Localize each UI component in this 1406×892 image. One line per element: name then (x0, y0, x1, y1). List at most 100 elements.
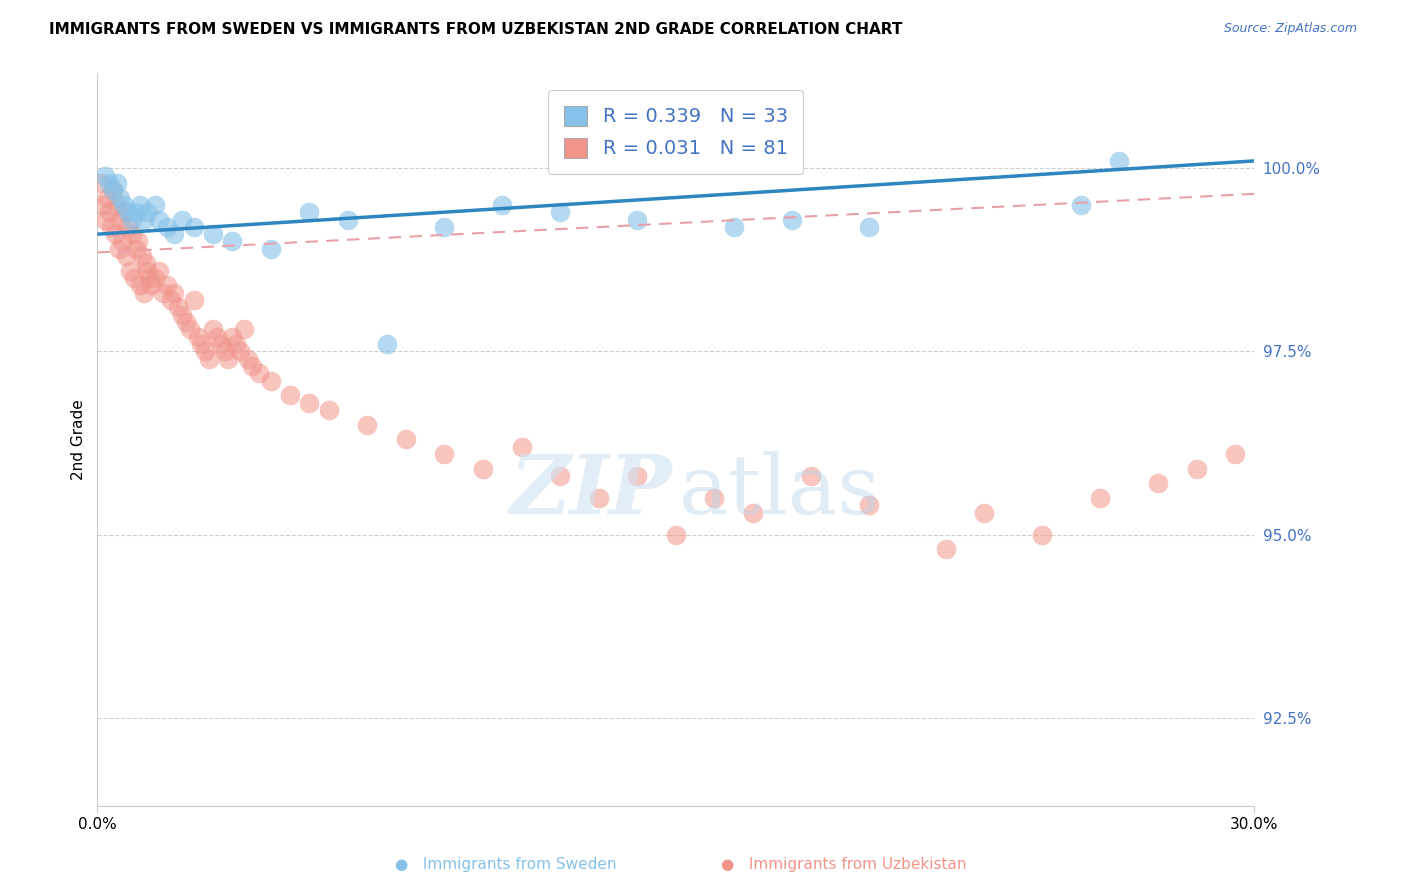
Point (128, 278, 150, 293)
Point (298, 205, 321, 219)
Point (1108, 153, 1130, 168)
Point (1320, 381, 1343, 395)
Y-axis label: 2nd Grade: 2nd Grade (72, 399, 86, 480)
Point (1185, 461, 1208, 475)
Point (800, 469, 823, 483)
Point (375, 337, 398, 351)
Point (973, 506, 995, 520)
Point (194, 344, 217, 359)
Point (90, 176, 112, 190)
Point (1147, 476, 1170, 491)
Point (112, 205, 135, 219)
Point (132, 212, 155, 227)
Point (221, 235, 243, 249)
Point (97, 205, 120, 219)
Point (156, 219, 179, 234)
Point (491, 198, 513, 212)
Text: IMMIGRANTS FROM SWEDEN VS IMMIGRANTS FROM UZBEKISTAN 2ND GRADE CORRELATION CHART: IMMIGRANTS FROM SWEDEN VS IMMIGRANTS FRO… (49, 22, 903, 37)
Text: ●   Immigrants from Sweden: ● Immigrants from Sweden (395, 857, 617, 872)
Point (225, 337, 247, 351)
Point (472, 461, 495, 475)
Point (112, 198, 135, 212)
Point (138, 271, 160, 285)
Point (433, 447, 456, 461)
Point (1088, 491, 1111, 505)
Point (221, 329, 243, 343)
Point (337, 212, 360, 227)
Point (742, 506, 765, 520)
Point (148, 264, 170, 278)
Point (183, 293, 205, 307)
Point (156, 278, 179, 293)
Point (127, 235, 149, 249)
Point (260, 242, 283, 256)
Point (229, 344, 252, 359)
Point (703, 491, 725, 505)
Point (935, 542, 957, 557)
Point (101, 183, 124, 197)
Point (143, 271, 166, 285)
Point (260, 374, 283, 388)
Point (104, 227, 127, 242)
Point (136, 264, 159, 278)
Point (115, 249, 138, 263)
Text: ZIP: ZIP (510, 450, 672, 531)
Point (94, 212, 117, 227)
Point (159, 293, 181, 307)
Point (172, 212, 194, 227)
Point (236, 351, 259, 366)
Point (218, 351, 240, 366)
Point (205, 329, 228, 343)
Point (1263, 425, 1285, 439)
Point (174, 315, 197, 329)
Point (626, 469, 648, 483)
Point (120, 264, 142, 278)
Point (100, 219, 122, 234)
Point (163, 285, 186, 300)
Point (136, 205, 159, 219)
Point (190, 337, 212, 351)
Point (247, 367, 270, 381)
Point (179, 322, 201, 336)
Point (780, 212, 803, 227)
Point (172, 308, 194, 322)
Point (121, 227, 143, 242)
Point (626, 212, 648, 227)
Point (665, 527, 688, 541)
Point (858, 219, 880, 234)
Point (232, 322, 254, 336)
Point (187, 329, 209, 343)
Point (96, 190, 118, 204)
Point (202, 322, 225, 336)
Point (148, 212, 170, 227)
Point (1031, 527, 1053, 541)
Point (105, 198, 128, 212)
Point (132, 285, 155, 300)
Point (105, 176, 128, 190)
Point (588, 491, 610, 505)
Point (91, 198, 114, 212)
Text: Source: ZipAtlas.com: Source: ZipAtlas.com (1223, 22, 1357, 36)
Point (202, 227, 225, 242)
Point (117, 219, 139, 234)
Point (111, 235, 134, 249)
Point (723, 219, 745, 234)
Point (107, 242, 129, 256)
Point (548, 469, 571, 483)
Point (163, 227, 186, 242)
Point (167, 301, 190, 315)
Point (135, 256, 157, 270)
Point (356, 417, 378, 432)
Point (548, 205, 571, 219)
Point (97, 176, 120, 190)
Point (510, 440, 533, 454)
Point (94, 169, 117, 183)
Point (131, 249, 153, 263)
Point (125, 205, 148, 219)
Point (318, 403, 340, 417)
Point (143, 198, 166, 212)
Point (125, 242, 148, 256)
Point (858, 498, 880, 512)
Text: atlas: atlas (679, 450, 882, 531)
Point (183, 219, 205, 234)
